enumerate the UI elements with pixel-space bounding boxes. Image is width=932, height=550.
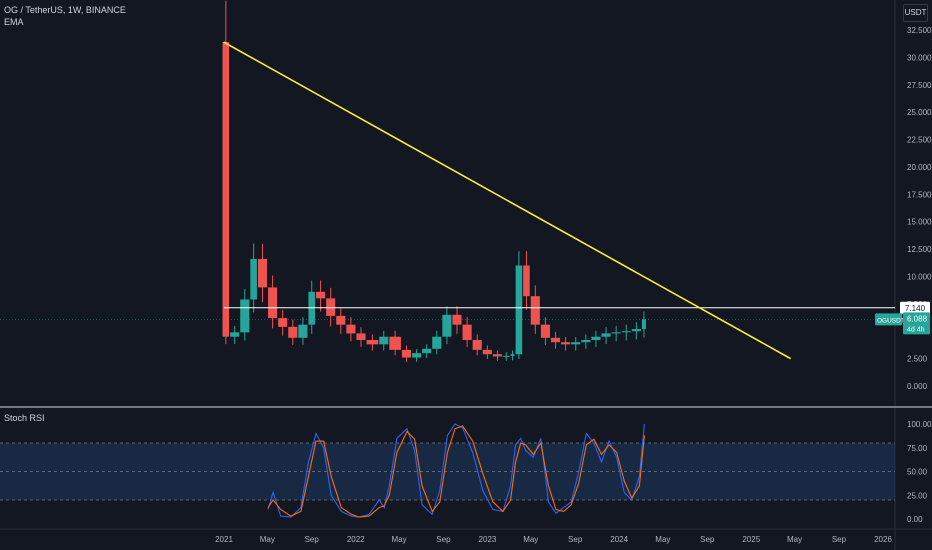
candle xyxy=(379,336,389,345)
time-axis-label: May xyxy=(260,535,275,544)
time-axis-label: 2023 xyxy=(479,535,497,544)
time-axis-label: Sep xyxy=(436,535,451,544)
ema-indicator-label[interactable]: EMA xyxy=(4,17,24,27)
time-axis-label: May xyxy=(787,535,802,544)
candle xyxy=(432,336,442,349)
candle xyxy=(530,296,540,325)
candle xyxy=(515,265,523,355)
time-axis-label: Sep xyxy=(832,535,847,544)
chart-legend: OG / TetherUS, 1W, BINANCE EMA xyxy=(4,4,126,28)
candle xyxy=(356,333,366,340)
candle xyxy=(288,326,298,338)
candle xyxy=(482,349,492,355)
price-axis-label: 27.500 xyxy=(907,81,932,90)
time-axis-label: 2024 xyxy=(610,535,628,544)
symbol-price-tag: OGUSDT xyxy=(875,313,905,326)
candle xyxy=(278,318,288,327)
candle xyxy=(366,339,379,345)
candle xyxy=(250,258,257,300)
last-price-tag-text: 6.088 xyxy=(907,314,928,323)
price-axis-label: 25.000 xyxy=(907,108,932,117)
time-axis-label: 2026 xyxy=(874,535,892,544)
candle xyxy=(523,265,530,297)
time-axis-label: 2025 xyxy=(742,535,760,544)
candle xyxy=(561,342,571,345)
descending-trendline xyxy=(223,41,792,360)
candle xyxy=(257,258,268,288)
time-axis-label: May xyxy=(523,535,538,544)
rsi-axis-label: 100.00 xyxy=(907,420,932,429)
candle xyxy=(326,298,336,316)
candle xyxy=(346,324,356,334)
candle xyxy=(581,339,591,343)
candle xyxy=(452,314,462,325)
candle xyxy=(401,349,412,358)
time-axis-label: 2022 xyxy=(347,535,365,544)
time-axis-label: Sep xyxy=(305,535,320,544)
candle xyxy=(389,336,401,350)
time-axis-label: May xyxy=(391,535,406,544)
candle xyxy=(550,337,561,343)
candle xyxy=(591,336,601,340)
price-axis-label: 20.000 xyxy=(907,163,932,172)
candle xyxy=(611,332,621,334)
currency-button[interactable]: USDT xyxy=(903,4,928,22)
symbol-tag-text: OGUSDT xyxy=(877,317,905,324)
rsi-axis-label: 25.00 xyxy=(907,491,928,500)
price-axis-label: 12.500 xyxy=(907,245,932,254)
candle xyxy=(442,314,452,337)
symbol-title[interactable]: OG / TetherUS, 1W, BINANCE xyxy=(4,5,126,15)
price-axis-label: 2.500 xyxy=(907,355,928,364)
price-axis-label: 30.000 xyxy=(907,53,932,62)
stoch-rsi-k-line xyxy=(267,423,645,518)
price-axis-label: 15.000 xyxy=(907,218,932,227)
last-price-tag-bg xyxy=(903,312,930,335)
candle xyxy=(298,324,308,338)
candle xyxy=(571,342,581,345)
candle xyxy=(631,329,641,332)
candle xyxy=(336,315,346,325)
candle xyxy=(462,324,472,340)
candle xyxy=(601,333,611,337)
symbol-tag-bg xyxy=(875,313,902,326)
candle xyxy=(240,299,250,333)
candle xyxy=(230,332,240,337)
rsi-axis-label: 0.00 xyxy=(907,515,923,524)
candle xyxy=(268,287,278,319)
price-axis-label: 22.500 xyxy=(907,136,932,145)
resistance-tag-bg xyxy=(900,301,930,314)
candle xyxy=(316,291,326,299)
price-axis-label: 0.000 xyxy=(907,382,928,391)
price-axis-label: 32.500 xyxy=(907,26,932,35)
rsi-axis-label: 50.00 xyxy=(907,468,928,477)
time-axis-label: Sep xyxy=(700,535,715,544)
countdown-text: 4d 4h xyxy=(907,326,925,333)
price-axis-label: 10.000 xyxy=(907,272,932,281)
time-axis-label: May xyxy=(655,535,670,544)
candle xyxy=(502,355,510,357)
candle xyxy=(422,348,432,354)
candle xyxy=(492,354,502,357)
candle xyxy=(222,42,230,337)
time-axis-label: Sep xyxy=(568,535,583,544)
candle xyxy=(472,339,482,350)
resistance-price-tag: 7.140 xyxy=(900,301,930,314)
last-price-tag: 6.088 4d 4h xyxy=(903,312,930,335)
candle xyxy=(540,324,550,338)
time-axis-label: 2021 xyxy=(215,535,233,544)
stoch-rsi-title[interactable]: Stoch RSI xyxy=(4,413,45,423)
price-axis-label: 17.500 xyxy=(907,190,932,199)
stoch-rsi-d-line xyxy=(267,425,645,518)
candle xyxy=(621,331,631,333)
resistance-tag-text: 7.140 xyxy=(905,304,926,313)
rsi-axis-label: 75.00 xyxy=(907,444,928,453)
candle xyxy=(412,353,422,358)
candle xyxy=(641,319,646,330)
candle xyxy=(510,354,515,356)
